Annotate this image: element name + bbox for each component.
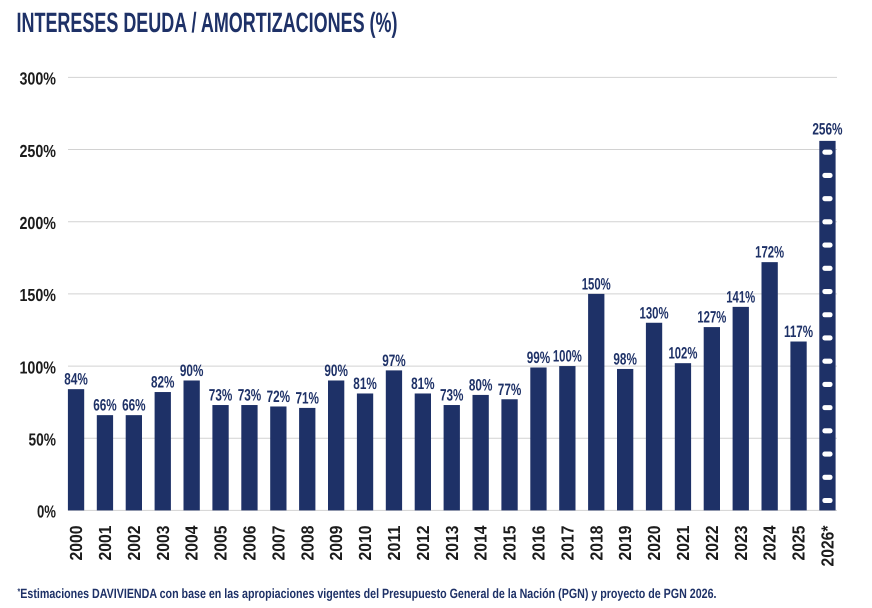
svg-text:73%: 73% xyxy=(209,387,233,405)
svg-text:2014: 2014 xyxy=(471,525,491,560)
svg-text:2025: 2025 xyxy=(789,525,809,560)
svg-text:2026*: 2026* xyxy=(817,525,837,566)
svg-text:2008: 2008 xyxy=(297,525,317,560)
svg-text:100%: 100% xyxy=(20,357,57,377)
svg-text:256%: 256% xyxy=(812,120,842,138)
svg-text:117%: 117% xyxy=(784,323,813,341)
svg-text:2010: 2010 xyxy=(355,525,375,560)
svg-text:100%: 100% xyxy=(553,348,582,366)
svg-text:2003: 2003 xyxy=(153,525,173,560)
svg-text:2009: 2009 xyxy=(326,525,346,560)
svg-text:102%: 102% xyxy=(668,345,697,363)
svg-text:127%: 127% xyxy=(697,309,726,327)
svg-text:*Estimaciones DAVIVIENDA con b: *Estimaciones DAVIVIENDA con base en las… xyxy=(18,586,717,601)
svg-text:80%: 80% xyxy=(469,376,493,394)
svg-text:66%: 66% xyxy=(122,397,146,415)
svg-text:2012: 2012 xyxy=(413,525,433,560)
svg-text:141%: 141% xyxy=(726,288,755,306)
svg-text:300%: 300% xyxy=(20,69,57,89)
svg-text:2007: 2007 xyxy=(268,526,288,561)
svg-text:71%: 71% xyxy=(296,389,320,407)
svg-text:2004: 2004 xyxy=(182,525,202,560)
svg-text:2013: 2013 xyxy=(442,525,462,560)
svg-text:2015: 2015 xyxy=(500,525,520,560)
svg-text:2021: 2021 xyxy=(673,525,693,560)
svg-text:2011: 2011 xyxy=(384,525,404,560)
svg-text:2023: 2023 xyxy=(731,525,751,560)
svg-text:2002: 2002 xyxy=(124,525,144,560)
svg-text:172%: 172% xyxy=(755,244,784,262)
svg-text:2019: 2019 xyxy=(615,525,635,560)
svg-text:2005: 2005 xyxy=(211,525,231,560)
svg-text:150%: 150% xyxy=(20,285,57,305)
svg-text:84%: 84% xyxy=(64,371,88,389)
svg-text:2006: 2006 xyxy=(239,525,259,560)
svg-text:73%: 73% xyxy=(440,387,464,405)
svg-text:81%: 81% xyxy=(353,375,377,393)
svg-text:97%: 97% xyxy=(382,352,406,370)
svg-text:2016: 2016 xyxy=(528,525,548,560)
svg-text:66%: 66% xyxy=(93,397,117,415)
svg-text:200%: 200% xyxy=(20,213,57,233)
svg-text:90%: 90% xyxy=(324,362,348,380)
svg-text:50%: 50% xyxy=(29,430,57,450)
svg-text:73%: 73% xyxy=(238,387,262,405)
svg-text:130%: 130% xyxy=(640,304,669,322)
svg-text:0%: 0% xyxy=(37,502,56,522)
svg-text:150%: 150% xyxy=(582,275,611,293)
svg-text:250%: 250% xyxy=(20,141,57,161)
svg-text:90%: 90% xyxy=(180,362,204,380)
svg-text:2024: 2024 xyxy=(760,525,780,560)
svg-text:2001: 2001 xyxy=(95,525,115,560)
svg-text:2018: 2018 xyxy=(586,525,606,560)
svg-text:2020: 2020 xyxy=(644,525,664,560)
svg-text:81%: 81% xyxy=(411,375,435,393)
svg-text:98%: 98% xyxy=(613,350,637,368)
svg-text:72%: 72% xyxy=(267,388,291,406)
svg-text:INTERESES DEUDA / AMORTIZACION: INTERESES DEUDA / AMORTIZACIONES (%) xyxy=(17,7,398,38)
svg-text:2022: 2022 xyxy=(702,525,722,560)
svg-text:2017: 2017 xyxy=(557,526,577,561)
svg-text:99%: 99% xyxy=(527,349,551,367)
svg-text:2000: 2000 xyxy=(66,525,86,560)
svg-text:77%: 77% xyxy=(498,381,522,399)
svg-text:82%: 82% xyxy=(151,374,175,392)
